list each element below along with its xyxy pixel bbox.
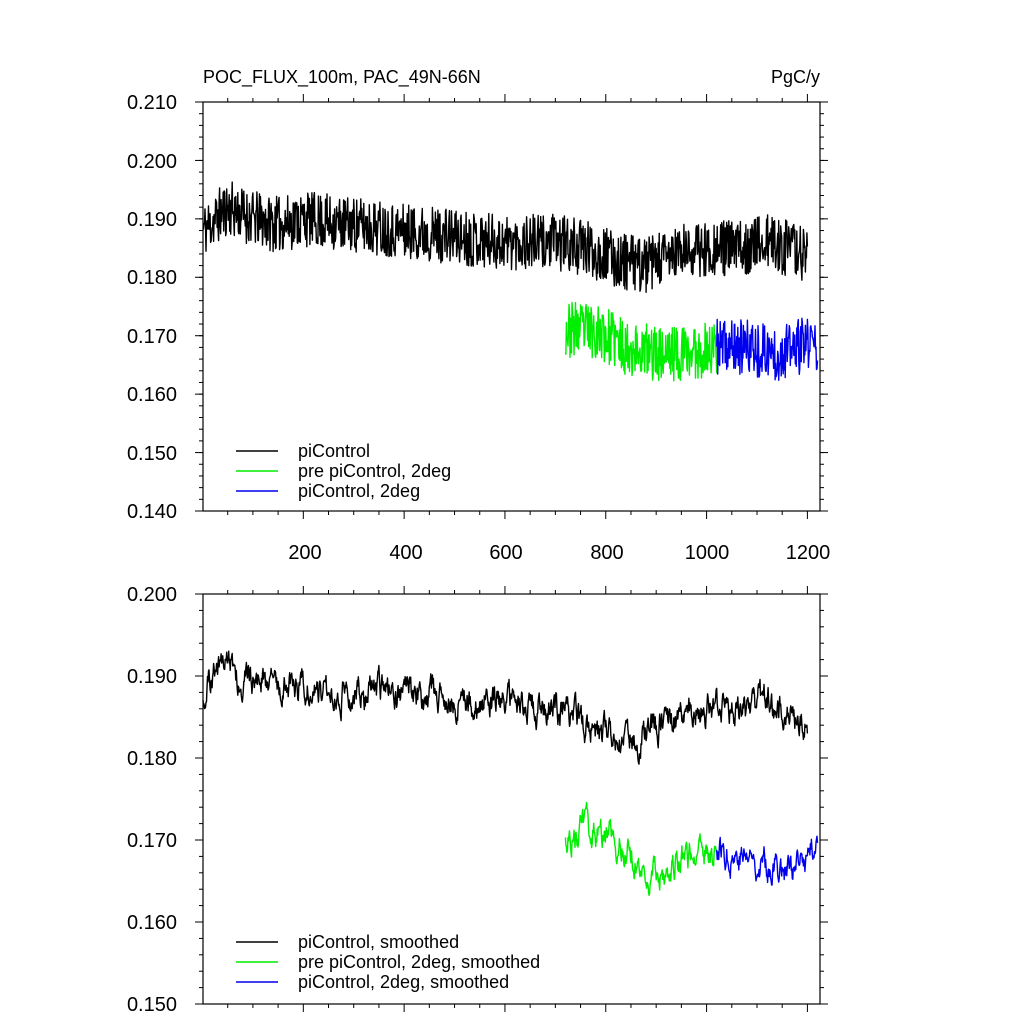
legend: piControl, smoothed pre piControl, 2deg,…	[236, 932, 540, 992]
y-tick-label: 0.170	[127, 830, 177, 852]
y-tick-label: 0.210	[127, 92, 177, 114]
x-tick-label: 400	[389, 542, 422, 564]
y-tick-label: 0.190	[127, 209, 177, 231]
figure: POC_FLUX_100m, PAC_49N-66N PgC/y 0.140 0…	[0, 0, 1024, 1024]
x-tick-label: 1200	[786, 542, 831, 564]
panel-bottom: 0.150 0.160 0.170 0.180 0.190 0.200 piCo…	[127, 584, 828, 1016]
y-tick-label: 0.200	[127, 151, 177, 173]
y-tick-label: 0.180	[127, 748, 177, 770]
y-tick-labels: 0.140 0.150 0.160 0.170 0.180 0.190 0.20…	[127, 92, 177, 523]
y-tick-label: 0.140	[127, 501, 177, 523]
legend-label: piControl	[298, 441, 370, 461]
plot-frame	[203, 594, 820, 1004]
series-line-picontrol-2deg-smoothed	[717, 836, 818, 885]
series-line-picontrol-2deg	[717, 318, 818, 380]
legend-label: piControl, smoothed	[298, 932, 459, 952]
legend-label: piControl, 2deg, smoothed	[298, 972, 509, 992]
y-tick-label: 0.160	[127, 384, 177, 406]
series-line-picontrol-smoothed	[203, 651, 807, 764]
series-group	[203, 182, 818, 381]
y-tick-labels: 0.150 0.160 0.170 0.180 0.190 0.200	[127, 584, 177, 1016]
y-tick-label: 0.170	[127, 326, 177, 348]
x-tick-label: 200	[288, 542, 321, 564]
x-tick-label: 600	[489, 542, 522, 564]
legend: piControl pre piControl, 2deg piControl,…	[236, 441, 451, 501]
series-line-picontrol	[203, 182, 807, 292]
tick-group	[195, 94, 828, 519]
series-group	[203, 651, 818, 895]
legend-label: pre piControl, 2deg, smoothed	[298, 952, 540, 972]
legend-label: piControl, 2deg	[298, 481, 420, 501]
y-tick-label: 0.200	[127, 584, 177, 606]
panel-top: POC_FLUX_100m, PAC_49N-66N PgC/y 0.140 0…	[127, 67, 830, 564]
title-left: POC_FLUX_100m, PAC_49N-66N	[203, 67, 481, 88]
figure-svg: POC_FLUX_100m, PAC_49N-66N PgC/y 0.140 0…	[0, 0, 1024, 1024]
y-tick-label: 0.150	[127, 443, 177, 465]
y-tick-label: 0.190	[127, 666, 177, 688]
tick-group	[195, 586, 828, 1012]
title-right-units: PgC/y	[771, 67, 820, 87]
series-line-pre-picontrol-2deg-smoothed	[565, 803, 716, 896]
plot-frame	[203, 102, 820, 511]
x-tick-labels: 200 400 600 800 1000 1200	[288, 542, 830, 564]
y-tick-label: 0.150	[127, 994, 177, 1016]
legend-label: pre piControl, 2deg	[298, 461, 451, 481]
x-tick-label: 800	[590, 542, 623, 564]
y-tick-label: 0.180	[127, 267, 177, 289]
y-tick-label: 0.160	[127, 912, 177, 934]
series-line-pre-picontrol-2deg	[565, 303, 716, 381]
x-tick-label: 1000	[685, 542, 730, 564]
